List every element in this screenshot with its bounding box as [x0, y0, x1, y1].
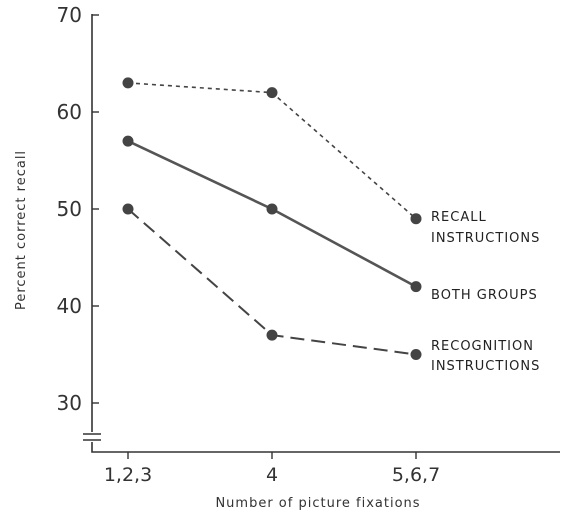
data-point	[266, 329, 278, 341]
y-ticks: 30 40 50 60 70	[57, 3, 99, 415]
x-axis-line	[91, 442, 560, 453]
series-label: INSTRUCTIONS	[431, 359, 540, 374]
x-ticks: 1,2,3 4 5,6,7	[104, 452, 440, 486]
data-point	[122, 203, 134, 215]
x-tick-label: 1,2,3	[104, 464, 152, 486]
data-point	[266, 203, 278, 215]
data-point	[122, 135, 134, 147]
y-tick-label: 70	[57, 3, 82, 27]
axes	[83, 14, 560, 453]
y-tick-label: 50	[57, 197, 82, 221]
series-group	[122, 77, 422, 360]
series-label: RECALL	[431, 210, 487, 225]
series-line	[127, 82, 417, 220]
x-axis-label: Number of picture fixations	[215, 496, 420, 511]
x-tick-label: 5,6,7	[392, 464, 440, 486]
data-point	[122, 77, 134, 89]
series-label: BOTH GROUPS	[431, 288, 538, 303]
y-tick-label: 60	[57, 100, 82, 124]
data-point	[410, 213, 422, 225]
data-point	[410, 281, 422, 293]
series-labels: RECALL INSTRUCTIONS BOTH GROUPS RECOGNITION…	[431, 210, 540, 374]
y-tick-label: 30	[57, 391, 82, 415]
series-label: INSTRUCTIONS	[431, 231, 540, 246]
series-label: RECOGNITION	[431, 339, 534, 354]
y-axis-label: Percent correct recall	[14, 150, 29, 310]
x-tick-label: 4	[266, 464, 278, 486]
data-point	[410, 349, 422, 360]
y-tick-label: 40	[57, 294, 82, 318]
data-point	[266, 87, 278, 99]
